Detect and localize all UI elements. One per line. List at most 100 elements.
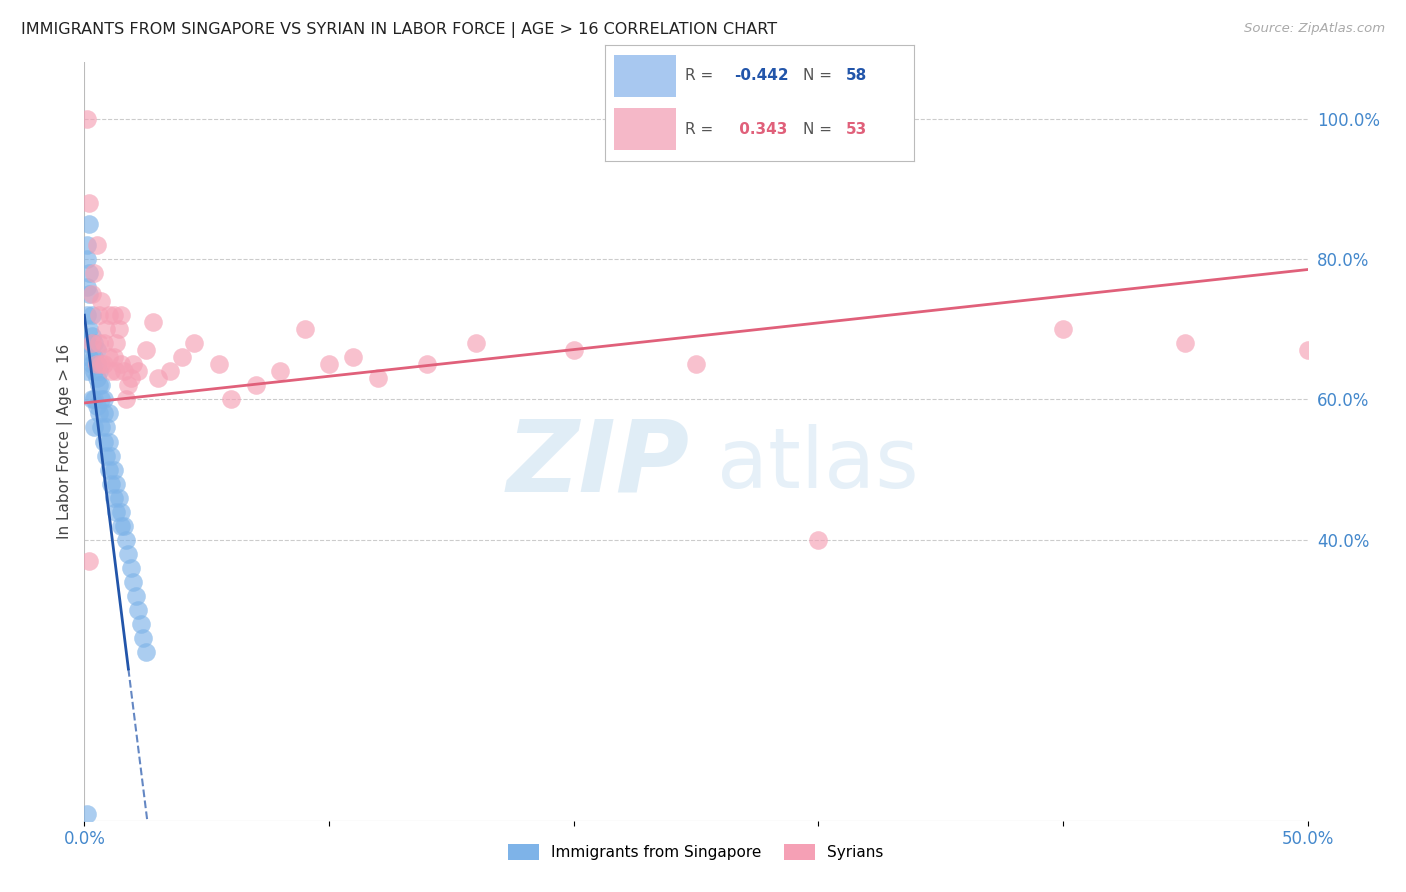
Point — [685, 357, 707, 371]
Text: IMMIGRANTS FROM SINGAPORE VS SYRIAN IN LABOR FORCE | AGE > 16 CORRELATION CHART: IMMIGRANTS FROM SINGAPORE VS SYRIAN IN L… — [21, 22, 778, 38]
Point — [105, 476, 128, 491]
Point — [97, 308, 120, 322]
Point — [86, 371, 108, 385]
Point — [107, 322, 129, 336]
Point — [245, 378, 267, 392]
Point — [135, 645, 157, 659]
Point — [135, 343, 157, 358]
Point — [122, 574, 145, 589]
Point — [87, 336, 110, 351]
Point — [83, 392, 105, 407]
Point — [100, 476, 122, 491]
Point — [83, 336, 105, 351]
Point — [86, 357, 108, 371]
Point — [103, 462, 125, 476]
Point — [83, 351, 105, 365]
Point — [97, 462, 120, 476]
Point — [115, 392, 138, 407]
Point — [1174, 336, 1197, 351]
Point — [342, 351, 364, 365]
Point — [110, 505, 132, 519]
Point — [120, 371, 142, 385]
Point — [76, 112, 98, 126]
Point — [105, 505, 128, 519]
Point — [146, 371, 169, 385]
Point — [77, 217, 100, 231]
Text: 0.343: 0.343 — [734, 121, 787, 136]
Point — [76, 364, 98, 378]
Point — [97, 351, 120, 365]
Point — [127, 364, 149, 378]
Text: R =: R = — [685, 121, 718, 136]
Point — [96, 322, 118, 336]
Point — [807, 533, 830, 547]
Point — [318, 357, 340, 371]
Point — [77, 554, 100, 568]
Point — [76, 252, 98, 266]
Point — [90, 420, 112, 434]
Point — [219, 392, 242, 407]
Point — [87, 378, 110, 392]
Point — [83, 420, 105, 434]
Point — [269, 364, 291, 378]
Point — [86, 357, 108, 371]
Point — [96, 420, 118, 434]
Point — [562, 343, 585, 358]
Text: N =: N = — [803, 121, 837, 136]
Point — [103, 351, 125, 365]
Point — [86, 400, 108, 414]
Point — [77, 287, 100, 301]
Point — [105, 336, 128, 351]
Point — [76, 336, 98, 351]
Point — [87, 364, 110, 378]
Point — [117, 378, 139, 392]
Point — [86, 343, 108, 358]
Point — [132, 631, 155, 645]
Point — [115, 533, 138, 547]
Text: Source: ZipAtlas.com: Source: ZipAtlas.com — [1244, 22, 1385, 36]
Point — [90, 357, 112, 371]
Point — [142, 315, 165, 329]
Text: R =: R = — [685, 69, 718, 84]
Point — [110, 357, 132, 371]
Point — [110, 518, 132, 533]
Point — [76, 238, 98, 252]
Point — [100, 449, 122, 463]
Point — [110, 308, 132, 322]
Point — [97, 434, 120, 449]
Point — [93, 336, 115, 351]
Point — [76, 308, 98, 322]
Point — [90, 392, 112, 407]
Point — [105, 364, 128, 378]
Point — [83, 266, 105, 280]
Point — [96, 449, 118, 463]
Point — [100, 364, 122, 378]
Point — [80, 336, 103, 351]
Point — [80, 392, 103, 407]
Point — [416, 357, 439, 371]
Point — [83, 364, 105, 378]
Point — [90, 294, 112, 309]
Point — [77, 266, 100, 280]
FancyBboxPatch shape — [614, 109, 676, 150]
Point — [93, 434, 115, 449]
Text: 53: 53 — [846, 121, 868, 136]
Point — [76, 806, 98, 821]
Point — [208, 357, 231, 371]
Point — [1052, 322, 1074, 336]
Point — [103, 308, 125, 322]
Point — [120, 561, 142, 575]
Point — [117, 547, 139, 561]
Point — [464, 336, 486, 351]
Point — [90, 378, 112, 392]
Text: ZIP: ZIP — [506, 416, 689, 513]
Text: N =: N = — [803, 69, 837, 84]
Point — [107, 491, 129, 505]
Point — [77, 322, 100, 336]
Point — [80, 287, 103, 301]
Point — [86, 238, 108, 252]
Point — [122, 357, 145, 371]
Point — [112, 364, 135, 378]
Text: atlas: atlas — [717, 424, 920, 505]
Point — [80, 308, 103, 322]
